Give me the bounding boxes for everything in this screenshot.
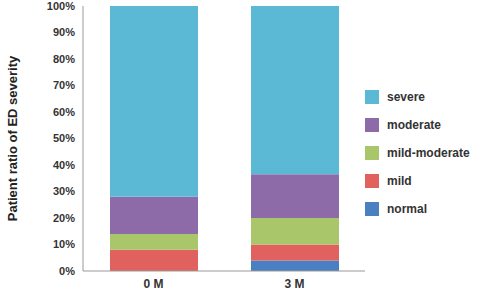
svg-text:90%: 90% xyxy=(53,26,75,38)
svg-text:3 M: 3 M xyxy=(284,277,304,291)
svg-text:40%: 40% xyxy=(53,159,75,171)
svg-text:20%: 20% xyxy=(53,212,75,224)
html-text:mild-moderate: mild-moderate xyxy=(387,145,470,160)
svg-text:0 M: 0 M xyxy=(143,277,163,291)
svg-text:70%: 70% xyxy=(53,79,75,91)
svg-text:30%: 30% xyxy=(53,185,75,197)
svg-text:60%: 60% xyxy=(53,106,75,118)
svg-text:Patient ratio of ED severity: Patient ratio of ED severity xyxy=(8,55,20,221)
svg-text:50%: 50% xyxy=(53,132,75,144)
html-text:mild: mild xyxy=(387,173,412,188)
html-text:normal: normal xyxy=(387,201,427,216)
svg-text:100%: 100% xyxy=(47,0,75,12)
svg-text:80%: 80% xyxy=(53,53,75,65)
svg-text:10%: 10% xyxy=(53,238,75,250)
html-text:severe: severe xyxy=(387,89,425,104)
html-text:moderate: moderate xyxy=(387,117,441,132)
svg-text:0%: 0% xyxy=(59,265,75,277)
